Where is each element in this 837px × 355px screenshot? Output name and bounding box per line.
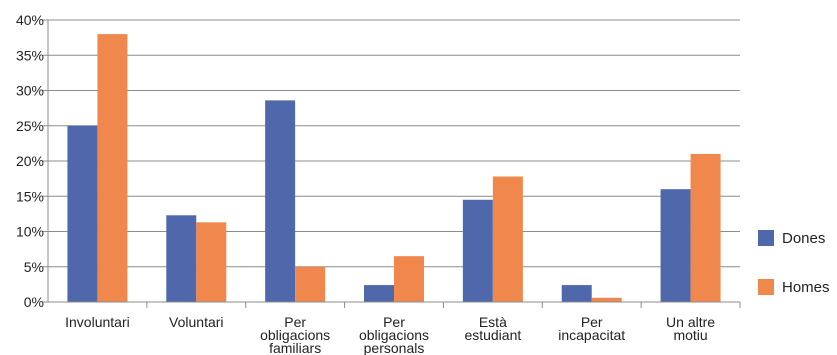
bar-homes bbox=[295, 266, 326, 302]
bar-homes bbox=[196, 222, 227, 302]
x-tick-label-line: incapacitat bbox=[558, 327, 625, 343]
x-tick-label-line: Voluntari bbox=[169, 314, 223, 330]
y-tick-label: 15% bbox=[16, 188, 44, 204]
bar-dones bbox=[265, 100, 296, 303]
y-tick-label: 20% bbox=[16, 153, 44, 169]
bar-homes bbox=[591, 297, 622, 302]
bars bbox=[67, 34, 721, 303]
bar-dones bbox=[561, 285, 592, 302]
y-tick-label: 30% bbox=[16, 83, 44, 99]
y-tick-label: 5% bbox=[24, 259, 44, 275]
x-tick-label-line: motiu bbox=[673, 327, 707, 343]
x-tick-label-line: Un altre bbox=[666, 314, 715, 330]
x-tick-label-line: Per bbox=[284, 314, 306, 330]
bar-dones bbox=[166, 215, 197, 302]
y-tick-label: 35% bbox=[16, 47, 44, 63]
x-tick-label-line: personals bbox=[364, 340, 425, 355]
legend-swatch-dones bbox=[758, 230, 774, 246]
legend: Dones Homes bbox=[758, 230, 830, 296]
x-tick-label-line: Per bbox=[383, 314, 405, 330]
x-axis: Involuntari Voluntari Per obligacions famili… bbox=[48, 301, 741, 355]
x-tick-label-line: Involuntari bbox=[65, 314, 130, 330]
legend-swatch-homes bbox=[758, 279, 774, 295]
x-tick-label-line: Per bbox=[581, 314, 603, 330]
y-tick-label: 25% bbox=[16, 118, 44, 134]
x-tick-label-line: obligacions bbox=[260, 327, 330, 343]
bar-homes bbox=[394, 256, 424, 302]
x-tick-label: Per incapacitat bbox=[558, 314, 625, 343]
bar-homes bbox=[97, 34, 128, 302]
y-tick-label: 40% bbox=[16, 12, 44, 28]
x-tick-label-line: estudiant bbox=[464, 327, 521, 343]
bar-dones bbox=[364, 285, 394, 302]
bar-homes bbox=[492, 176, 523, 302]
legend-label-homes: Homes bbox=[782, 279, 830, 296]
y-axis: 0% 5% 10% 15% 20% 25% 30% 35% 40% bbox=[16, 12, 49, 310]
legend-label-dones: Dones bbox=[782, 230, 825, 247]
x-tick-label: Involuntari bbox=[65, 314, 130, 330]
x-tick-label-line: Està bbox=[479, 314, 507, 330]
x-tick-label: Voluntari bbox=[169, 314, 223, 330]
y-tick-label: 0% bbox=[24, 294, 44, 310]
gridlines bbox=[48, 19, 740, 303]
x-tick-label: Està estudiant bbox=[464, 314, 521, 343]
bar-dones bbox=[67, 125, 98, 302]
bar-homes bbox=[690, 153, 721, 302]
x-tick-label: Per obligacions familiars bbox=[260, 314, 330, 355]
x-tick-label-line: familiars bbox=[269, 340, 321, 355]
x-tick-label: Un altre motiu bbox=[666, 314, 715, 343]
y-tick-label: 10% bbox=[16, 224, 44, 240]
x-tick-label-line: obligacions bbox=[359, 327, 429, 343]
bar-dones bbox=[660, 189, 691, 302]
x-tick-label: Per obligacions personals bbox=[359, 314, 429, 355]
bar-dones bbox=[462, 199, 493, 302]
